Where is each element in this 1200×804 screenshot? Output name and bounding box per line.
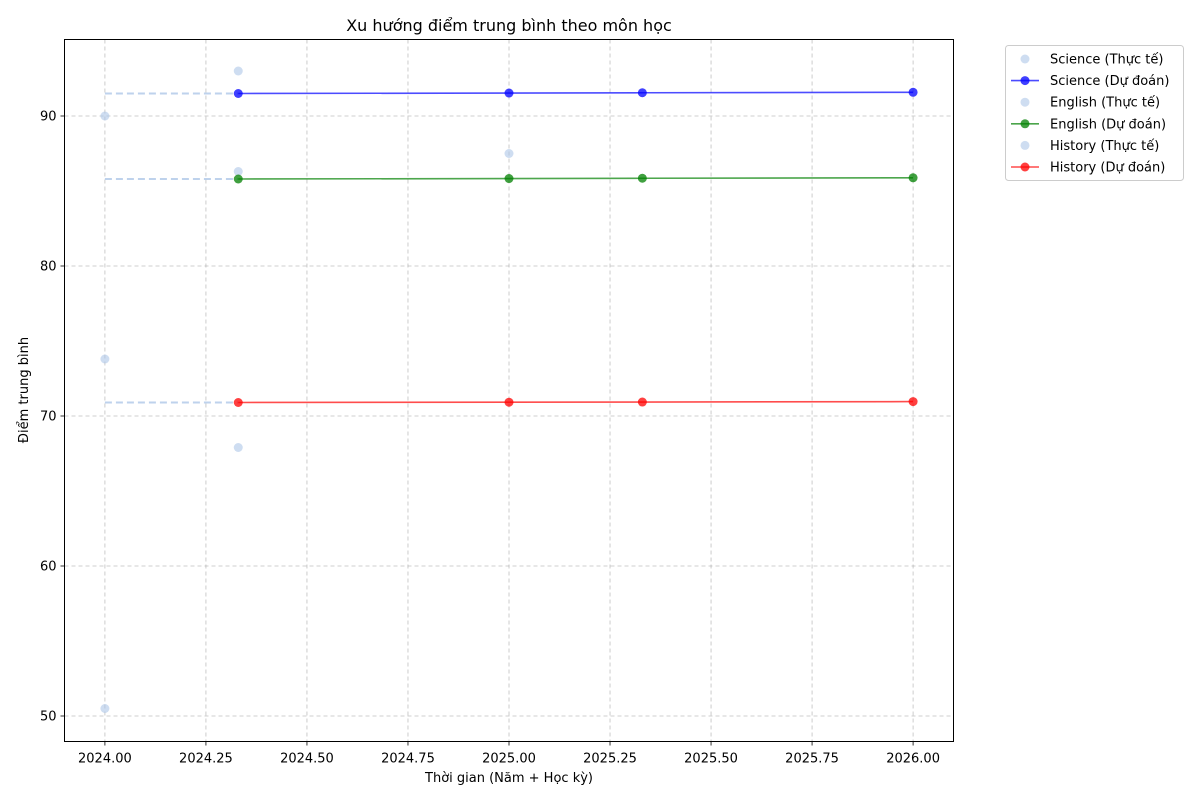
series-layer <box>100 66 918 713</box>
y-tick-label: 50 <box>40 710 57 725</box>
english-forecast-line <box>238 177 914 180</box>
x-axis-label: Thời gian (Năm + Học kỳ) <box>424 771 593 786</box>
legend-label: Science (Dự đoán) <box>1050 74 1169 89</box>
y-tick-label: 70 <box>40 410 57 425</box>
legend-marker-science-actual <box>1020 54 1030 64</box>
history-actual-point <box>100 704 110 713</box>
legend-label: English (Thực tế) <box>1050 96 1160 111</box>
legend-label: History (Dự đoán) <box>1050 161 1165 176</box>
x-tick-label: 2024.00 <box>78 752 132 767</box>
science-actual-point <box>233 66 243 76</box>
forecast-connectors <box>104 92 239 404</box>
history-forecast-point <box>637 397 647 407</box>
grid <box>64 39 954 742</box>
y-axis: 50 60 70 80 90 <box>40 110 65 725</box>
x-axis: 2024.00 2024.25 2024.50 2024.75 2025.00 2025.… <box>78 741 940 767</box>
history-forecast-point <box>908 397 918 407</box>
y-tick-label: 60 <box>40 560 57 575</box>
legend-label: Science (Thực tế) <box>1050 53 1163 68</box>
legend-marker-english-forecast <box>1020 119 1030 129</box>
x-tick-label: 2025.50 <box>684 752 738 767</box>
english-actual-point <box>233 167 243 176</box>
science-forecast-point <box>637 88 647 98</box>
science-actual-point <box>100 111 110 121</box>
science-forecast-point <box>233 89 243 98</box>
x-tick-label: 2026.00 <box>886 752 940 767</box>
chart-title: Xu hướng điểm trung bình theo môn học <box>346 16 672 35</box>
legend-frame <box>1005 45 1184 181</box>
x-tick-label: 2025.75 <box>785 752 839 767</box>
science-forecast-point <box>908 87 918 97</box>
english-actual-point <box>504 149 514 158</box>
science-forecast-line <box>238 91 914 95</box>
y-axis-label: Điểm trung bình <box>17 337 32 443</box>
legend-marker-history-actual <box>1020 140 1030 150</box>
legend-marker-english-actual <box>1020 97 1030 107</box>
x-tick-label: 2024.25 <box>179 752 233 767</box>
legend: Science (Thực tế) Science (Dự đoán) Englis… <box>1005 45 1184 181</box>
english-forecast-point <box>504 174 514 184</box>
history-forecast-line <box>238 400 914 404</box>
y-tick-label: 90 <box>40 110 57 125</box>
legend-label: History (Thực tế) <box>1050 139 1159 154</box>
x-tick-label: 2025.00 <box>482 752 536 767</box>
history-actual-point <box>100 354 110 364</box>
science-forecast-point <box>504 88 514 98</box>
history-actual-point <box>233 443 243 452</box>
history-forecast-point <box>233 398 243 407</box>
legend-label: English (Dự đoán) <box>1050 117 1166 132</box>
x-tick-label: 2024.75 <box>381 752 435 767</box>
english-forecast-point <box>233 174 243 184</box>
legend-marker-science-forecast <box>1020 76 1030 86</box>
legend-marker-history-forecast <box>1020 162 1030 172</box>
x-tick-label: 2024.50 <box>280 752 334 767</box>
history-forecast-point <box>504 397 514 407</box>
y-tick-label: 80 <box>40 260 57 275</box>
english-forecast-point <box>637 173 647 183</box>
x-tick-label: 2025.25 <box>583 752 637 767</box>
english-forecast-point <box>908 173 918 183</box>
